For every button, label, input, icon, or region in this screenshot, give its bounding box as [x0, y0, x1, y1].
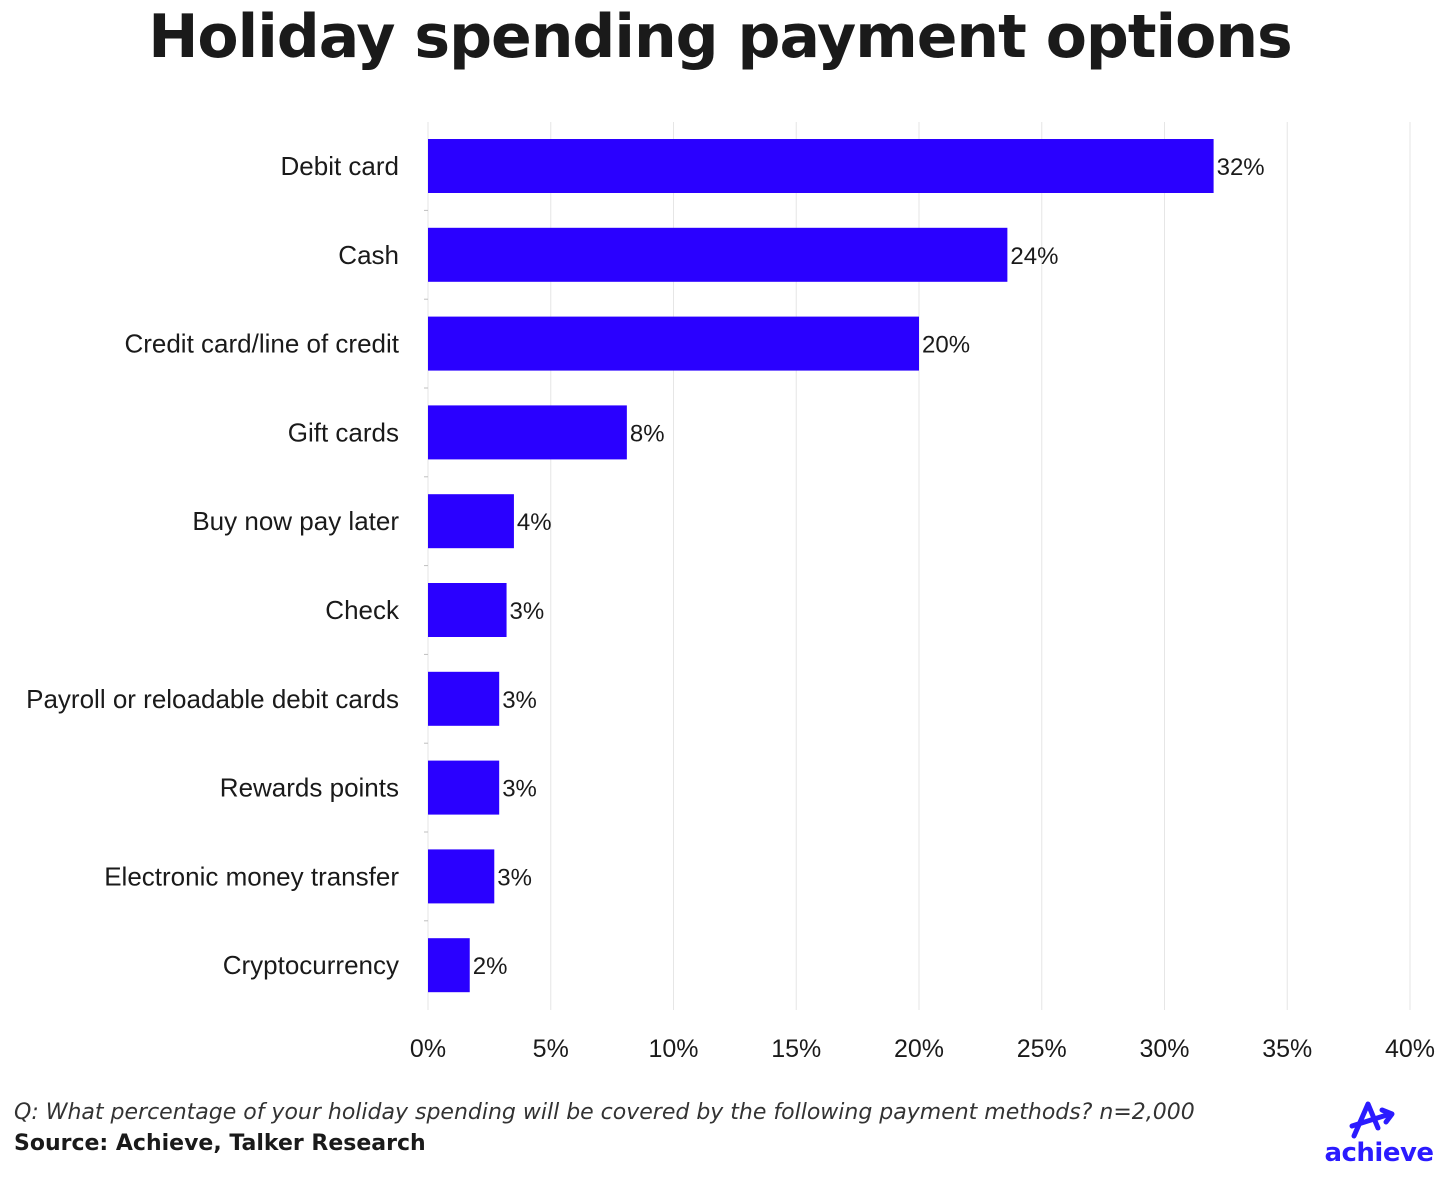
x-tick-label: 25%	[1017, 1035, 1067, 1063]
category-label: Cryptocurrency	[223, 950, 399, 980]
category-label: Check	[325, 595, 400, 625]
data-label: 4%	[517, 509, 552, 536]
bar	[428, 227, 1008, 282]
labels: 0% 5% 10% 15% 20% 25% 30% 35% 40% Debit card 32% Ca…	[26, 151, 1435, 1063]
x-tick-label: 5%	[533, 1035, 569, 1063]
x-tick-label: 30%	[1139, 1035, 1189, 1063]
data-label: 20%	[922, 332, 970, 359]
data-label: 3%	[510, 598, 545, 625]
data-label: 2%	[473, 953, 508, 980]
achieve-arrow-logo-icon	[1349, 1101, 1395, 1139]
bar	[428, 405, 627, 460]
data-label: 32%	[1217, 154, 1265, 181]
x-tick-label: 40%	[1385, 1035, 1435, 1063]
survey-question: Q: What percentage of your holiday spend…	[14, 1100, 1195, 1125]
bar	[428, 494, 514, 549]
bars	[428, 139, 1214, 993]
x-tick-label: 35%	[1262, 1035, 1312, 1063]
category-label: Debit card	[281, 151, 400, 181]
bar	[428, 316, 919, 371]
source-note: Source: Achieve, Talker Research	[14, 1131, 426, 1156]
category-label: Payroll or reloadable debit cards	[26, 684, 399, 714]
category-label: Cash	[338, 240, 399, 270]
bar	[428, 671, 500, 726]
bar	[428, 139, 1214, 193]
x-tick-label: 20%	[894, 1035, 944, 1063]
category-label: Gift cards	[288, 417, 399, 447]
data-label: 3%	[502, 776, 537, 803]
data-label: 24%	[1010, 243, 1058, 270]
category-label: Rewards points	[220, 773, 399, 803]
category-label: Electronic money transfer	[104, 861, 399, 891]
chart-title: Holiday spending payment options	[148, 2, 1293, 72]
achieve-logo-text: achieve	[1324, 1138, 1434, 1168]
data-label: 3%	[497, 864, 532, 891]
category-label: Credit card/line of credit	[124, 329, 399, 359]
data-label: 8%	[630, 420, 665, 447]
bar	[428, 583, 507, 637]
data-label: 3%	[502, 687, 537, 714]
bar	[428, 849, 495, 904]
x-tick-label: 15%	[771, 1035, 821, 1063]
bar-chart: 0% 5% 10% 15% 20% 25% 30% 35% 40% Debit card 32% Ca…	[26, 122, 1435, 1063]
bar	[428, 938, 470, 993]
x-tick-label: 0%	[410, 1035, 446, 1063]
achieve-logo: achieve	[1318, 1100, 1434, 1176]
category-label: Buy now pay later	[192, 506, 399, 536]
bar	[428, 760, 500, 815]
x-tick-label: 10%	[648, 1035, 698, 1063]
